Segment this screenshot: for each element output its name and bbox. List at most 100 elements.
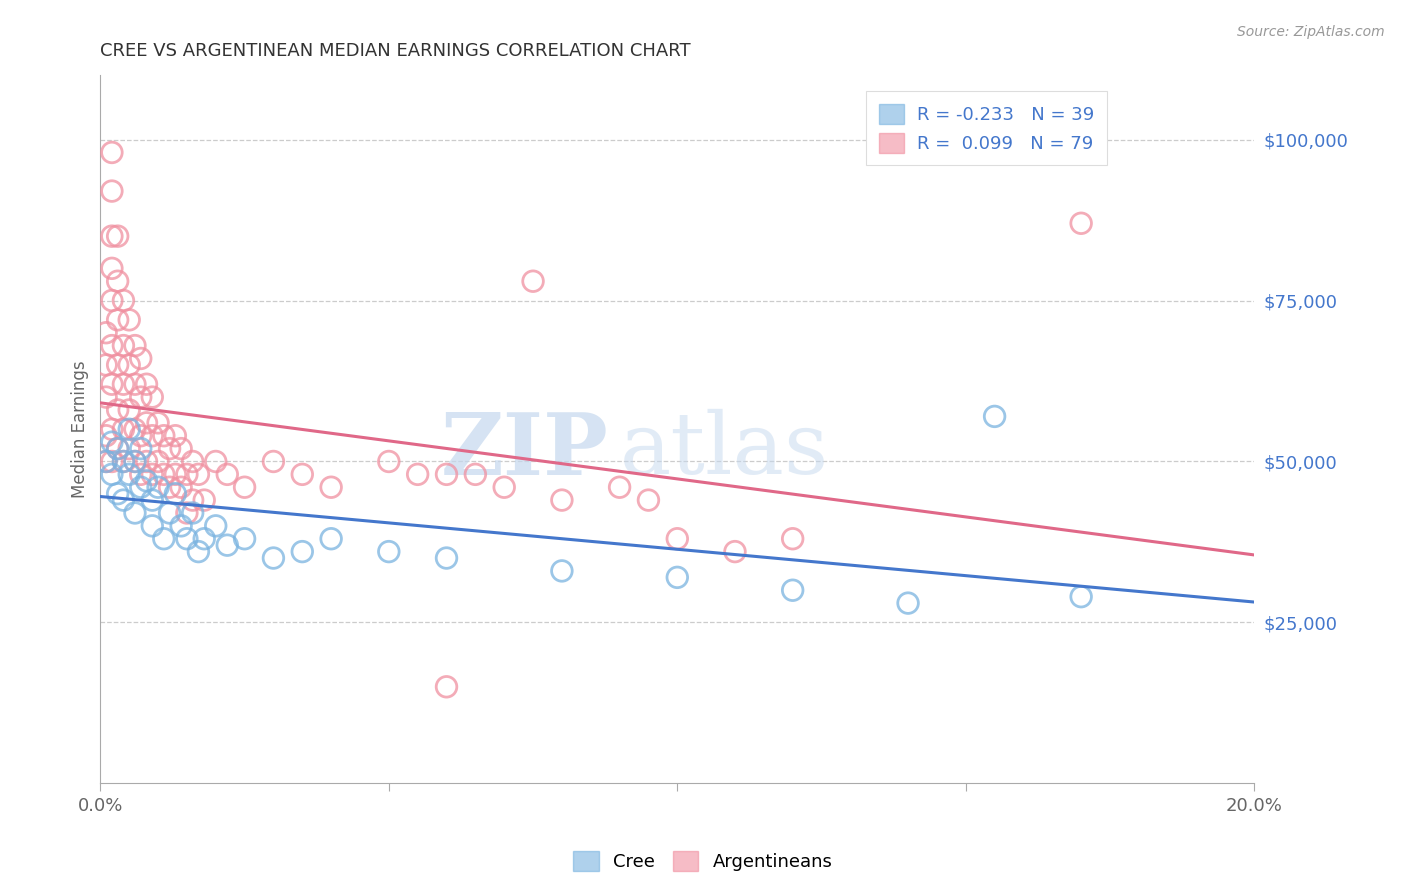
Point [141,428,163,442]
Point [129,390,152,404]
Point [112,493,135,508]
Point [897,596,920,610]
Point [107,442,129,456]
Point [101,261,124,276]
Point [406,467,429,482]
Point [181,506,204,520]
Point [724,544,747,558]
Point [181,493,204,508]
Point [187,467,209,482]
Point [101,377,124,392]
Point [94,390,117,404]
Point [291,544,314,558]
Point [101,435,124,450]
Point [112,454,135,468]
Point [107,486,129,500]
Point [170,480,193,494]
Point [165,467,187,482]
Point [181,454,204,468]
Point [193,493,215,508]
Point [129,428,152,442]
Point [112,422,135,436]
Point [176,506,198,520]
Point [101,145,124,160]
Point [141,390,163,404]
Point [101,467,124,482]
Point [94,454,117,468]
Point [112,454,135,468]
Y-axis label: Median Earnings: Median Earnings [72,360,89,498]
Point [118,403,141,417]
Point [321,532,343,546]
Point [101,184,124,198]
Point [262,551,284,566]
Text: Source: ZipAtlas.com: Source: ZipAtlas.com [1237,25,1385,39]
Point [146,454,169,468]
Point [124,454,146,468]
Point [141,519,163,533]
Point [141,493,163,508]
Point [153,467,176,482]
Point [782,583,804,598]
Point [170,442,193,456]
Point [129,442,152,456]
Point [165,486,187,500]
Point [436,467,458,482]
Point [124,506,146,520]
Point [94,428,117,442]
Point [233,532,256,546]
Point [782,532,804,546]
Point [107,403,129,417]
Point [101,338,124,352]
Point [112,338,135,352]
Point [159,442,181,456]
Point [193,532,215,546]
Point [112,293,135,308]
Point [124,338,146,352]
Point [101,229,124,244]
Point [107,358,129,372]
Point [129,351,152,366]
Point [204,454,226,468]
Point [436,551,458,566]
Point [436,680,458,694]
Point [666,532,689,546]
Point [217,467,239,482]
Point [94,454,117,468]
Point [101,454,124,468]
Point [666,570,689,584]
Point [107,229,129,244]
Point [464,467,486,482]
Point [233,480,256,494]
Legend: R = -0.233   N = 39, R =  0.099   N = 79: R = -0.233 N = 39, R = 0.099 N = 79 [866,91,1107,165]
Point [118,358,141,372]
Point [146,480,169,494]
Point [187,544,209,558]
Point [118,442,141,456]
Point [118,422,141,436]
Point [124,454,146,468]
Point [159,506,181,520]
Point [135,377,157,392]
Point [165,428,187,442]
Point [107,442,129,456]
Point [1070,590,1092,604]
Point [170,519,193,533]
Point [129,480,152,494]
Point [101,293,124,308]
Point [551,493,574,508]
Point [983,409,1005,424]
Point [262,454,284,468]
Point [135,454,157,468]
Point [124,422,146,436]
Legend: Cree, Argentineans: Cree, Argentineans [567,844,839,879]
Point [1070,216,1092,230]
Text: atlas: atlas [620,409,828,492]
Point [135,474,157,488]
Point [637,493,659,508]
Point [135,416,157,430]
Point [146,416,169,430]
Point [522,274,544,288]
Point [176,467,198,482]
Point [118,313,141,327]
